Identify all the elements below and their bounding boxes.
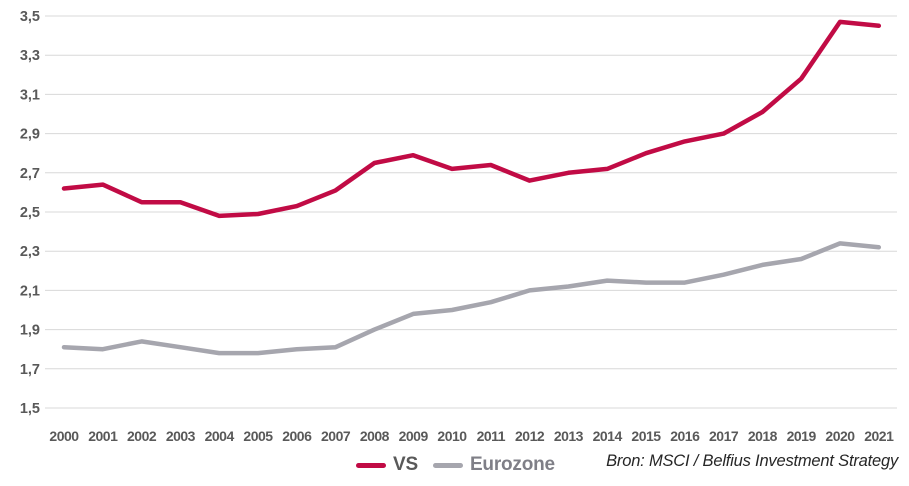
y-tick-label: 1,5	[20, 401, 40, 417]
x-tick-label: 2014	[593, 428, 623, 444]
y-tick-label: 3,5	[20, 9, 40, 25]
y-tick-label: 3,1	[20, 87, 40, 103]
x-tick-label: 2009	[399, 428, 429, 444]
x-tick-label: 2019	[787, 428, 817, 444]
x-tick-label: 2017	[709, 428, 739, 444]
y-tick-label: 1,9	[20, 323, 40, 339]
x-axis-labels: 2000 2001 2002 2003 2004 2005 2006 2007 2008 2009…	[49, 428, 894, 444]
x-tick-label: 2006	[282, 428, 312, 444]
x-tick-label: 2011	[477, 428, 506, 444]
legend: VS Eurozone	[356, 448, 555, 482]
y-tick-label: 2,7	[20, 166, 40, 182]
x-tick-label: 2013	[554, 428, 584, 444]
y-tick-label: 2,9	[20, 127, 40, 143]
x-tick-label: 2008	[360, 428, 390, 444]
x-tick-label: 2002	[127, 428, 157, 444]
x-tick-label: 2020	[825, 428, 855, 444]
chart-footer: VS Eurozone Bron: MSCI / Belfius Investm…	[0, 448, 909, 482]
x-tick-label: 2012	[515, 428, 545, 444]
x-tick-label: 2004	[205, 428, 235, 444]
y-axis-labels: 3,5 3,3 3,1 2,9 2,7 2,5 2,3 2,1 1,9 1,7 1,5	[20, 9, 40, 417]
y-tick-label: 2,5	[20, 205, 40, 221]
x-tick-label: 2010	[437, 428, 467, 444]
vs-series-line	[61, 19, 882, 219]
legend-label-eurozone: Eurozone	[469, 454, 555, 475]
x-tick-label: 2001	[88, 428, 118, 444]
x-tick-label: 2007	[321, 428, 351, 444]
x-tick-label: 2018	[748, 428, 778, 444]
gridlines	[45, 15, 897, 409]
y-tick-label: 1,7	[20, 362, 40, 378]
y-tick-label: 2,3	[20, 244, 40, 260]
eurozone-line-swatch	[432, 462, 463, 468]
y-tick-label: 3,3	[20, 48, 40, 64]
x-tick-label: 2000	[49, 428, 79, 444]
eurozone-series-line	[61, 241, 882, 356]
source-note: Bron: MSCI / Belfius Investment Strategy	[606, 452, 898, 470]
x-tick-label: 2003	[166, 428, 196, 444]
legend-label-vs: VS	[393, 454, 418, 475]
x-tick-label: 2021	[864, 428, 894, 444]
y-tick-label: 2,1	[20, 283, 40, 299]
vs-line-swatch	[356, 462, 386, 468]
x-tick-label: 2005	[243, 428, 273, 444]
x-tick-label: 2015	[631, 428, 661, 444]
x-tick-label: 2016	[670, 428, 700, 444]
